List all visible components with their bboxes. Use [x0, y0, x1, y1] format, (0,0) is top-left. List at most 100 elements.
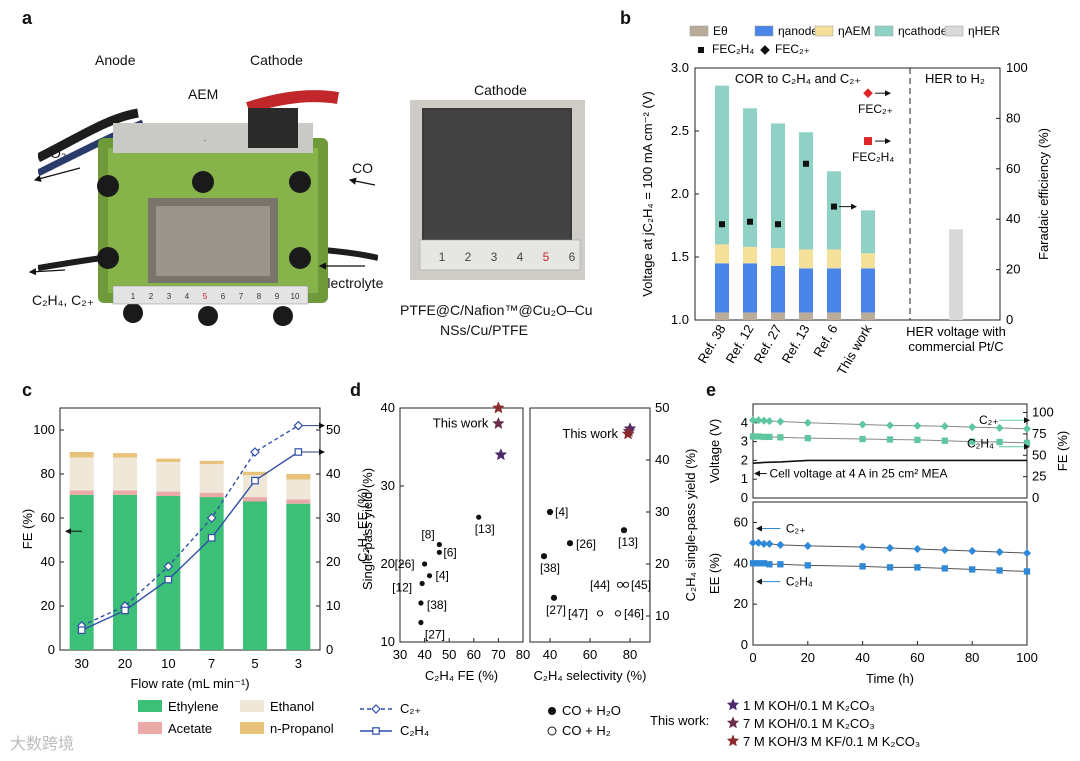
series-marker: [940, 545, 949, 555]
series-label: C₂H₄: [967, 436, 994, 450]
legend-label: Acetate: [168, 721, 212, 736]
fe-c2plus-this-work: [863, 88, 873, 99]
x-tick-label: 5: [251, 656, 258, 671]
legend-marker: [698, 47, 704, 53]
data-point-label: [44]: [590, 578, 610, 592]
co-label: CO: [352, 160, 373, 176]
bar-segment: [69, 490, 94, 495]
cathode-caption-line1: PTFE@C/Nafion™@Cu₂O–Cu: [400, 302, 593, 318]
y-tick-label: 1.0: [671, 312, 689, 327]
x-tick-label: 0: [749, 650, 756, 665]
bar-segment: [69, 452, 94, 458]
series-marker: [858, 542, 867, 551]
ruler-mark: 3: [491, 250, 498, 264]
y2-tick-label: 100: [1032, 405, 1054, 420]
series-marker: [1023, 439, 1031, 447]
bar-segment: [743, 246, 757, 264]
bar-segment: [715, 312, 729, 320]
y-tick-label: 30: [381, 478, 395, 493]
this-work-star: [492, 401, 505, 414]
series-marker: [996, 438, 1003, 446]
bar-segment: [827, 312, 841, 320]
legend-label: ηAEM: [838, 24, 871, 38]
bar-segment: [743, 263, 757, 313]
ruler-mark: 10: [291, 292, 300, 301]
y2-tick-label: 30: [655, 504, 669, 519]
series-marker: [968, 546, 977, 556]
series-marker: [913, 544, 922, 554]
bar-segment: [861, 312, 875, 320]
series-marker: [77, 626, 86, 635]
fe-c2h4-this-work: [864, 137, 872, 146]
series-marker: [885, 421, 895, 430]
legend-label: ηcathode: [898, 24, 948, 38]
fe-c2h4-marker: [831, 203, 837, 210]
x-tick-label: commercial Pt/C: [908, 339, 1003, 354]
x-axis-label: Time (h): [866, 671, 914, 686]
data-point-label: [27]: [425, 628, 445, 642]
bar-segment: [243, 471, 267, 476]
y-tick-label: 3.0: [671, 60, 689, 75]
series-label: C₂₊: [979, 413, 999, 427]
cathode-caption-line2: NSs/Cu/PTFE: [440, 322, 528, 338]
x-axis-label: C₂H₄ selectivity (%): [534, 668, 647, 683]
plot-frame-left: [399, 407, 524, 643]
data-point: [540, 553, 548, 560]
x-tick-label: 40: [543, 647, 557, 662]
data-point-label: [13]: [618, 535, 638, 549]
data-point: [476, 514, 482, 520]
series-marker: [914, 436, 921, 444]
bar-segment: [243, 501, 267, 650]
series-marker: [748, 416, 758, 425]
bar-segment: [861, 253, 875, 269]
y2-axis-label: FE (%): [1055, 431, 1070, 471]
y2-tick-label: 100: [1006, 60, 1028, 75]
y2-tick-label: 40: [655, 452, 669, 467]
panel-c-letter: c: [22, 380, 33, 400]
cathode-photo: 1 2 3 4 5 6: [410, 100, 585, 280]
series-marker: [749, 560, 757, 567]
data-point: [418, 619, 424, 626]
bar-segment: [69, 457, 94, 491]
x-tick-label: 40: [417, 647, 431, 662]
bar-segment: [156, 491, 181, 496]
data-point-label: [12]: [392, 581, 412, 595]
this-work-star: [494, 448, 508, 461]
bar-segment: [827, 249, 841, 269]
series-marker: [859, 435, 866, 443]
legend-label: FEC₂₊: [775, 42, 810, 56]
x-axis-label: Flow rate (mL min⁻¹): [130, 676, 249, 691]
series-marker: [748, 538, 758, 547]
bar-segment: [771, 312, 785, 320]
series-marker: [1022, 549, 1032, 558]
data-point-label: [6]: [443, 545, 456, 559]
bar-segment: [156, 458, 181, 462]
data-point: [616, 581, 624, 588]
data-point-label: [46]: [624, 606, 644, 620]
cathode-photo-title: Cathode: [474, 82, 527, 98]
y2-tick-label: 60: [1006, 161, 1020, 176]
data-point-label: [13]: [475, 522, 495, 536]
series-marker: [765, 417, 774, 426]
legend-label: ηanode: [778, 24, 818, 38]
y2-tick-label: 10: [655, 608, 669, 623]
data-point-label: [4]: [436, 569, 449, 583]
cathode-label: Cathode: [250, 52, 303, 68]
y-tick-label: 100: [33, 422, 55, 437]
series-marker: [760, 560, 768, 567]
ruler-mark: 5: [543, 250, 550, 264]
bar-segment: [799, 312, 813, 320]
legend-swatch: [689, 25, 709, 37]
ruler-mark: 3: [167, 292, 172, 301]
series-marker: [206, 513, 217, 523]
data-point-label: [47]: [568, 606, 588, 620]
y-axis-label: EE (%): [707, 553, 722, 594]
this-work-label: This work: [433, 416, 489, 431]
series-marker: [754, 416, 763, 425]
y-tick-label: 20: [381, 556, 395, 571]
series-marker: [803, 418, 812, 427]
series-marker: [759, 539, 769, 548]
series-marker: [1022, 424, 1032, 433]
series-marker: [765, 539, 774, 548]
